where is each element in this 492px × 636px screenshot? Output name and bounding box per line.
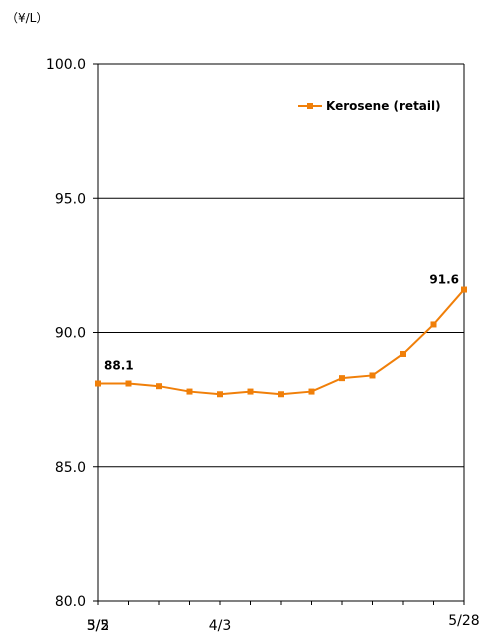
y-tick-label: 80.0 (55, 594, 86, 610)
y-tick-label: 90.0 (55, 326, 86, 342)
data-point (430, 321, 437, 328)
series-line-0 (98, 288, 465, 396)
x-tick-labels: 3/5 4/3 5/2 5/28 (87, 613, 480, 634)
x-tick-label: 3/5 (87, 618, 110, 632)
data-point (308, 388, 315, 395)
data-point (339, 375, 345, 382)
y-tick-labels: 80.0 85.0 90.0 95.0 100.0 (46, 57, 86, 610)
data-point (461, 286, 467, 293)
legend: Kerosene (retail) (298, 99, 441, 113)
x-tick-label: 4/3 (209, 618, 232, 632)
data-point (125, 380, 132, 387)
data-point (369, 372, 376, 379)
axes (93, 63, 465, 605)
data-point (95, 380, 101, 387)
data-labels: 88.1 91.6 (104, 273, 459, 373)
gridlines (98, 63, 465, 601)
legend-label: Kerosene (retail) (326, 99, 441, 113)
data-point (186, 388, 193, 395)
data-point (217, 391, 223, 398)
y-tick-label: 85.0 (55, 460, 86, 476)
x-tick-label: 5/2 (87, 618, 110, 632)
y-tick-label: 95.0 (55, 191, 86, 207)
data-point (156, 383, 162, 390)
y-tick-label: 100.0 (46, 57, 86, 73)
series-layer (95, 286, 467, 398)
y-unit-label: （¥/L） (6, 11, 48, 25)
legend-marker (307, 103, 313, 109)
data-point (247, 388, 254, 395)
data-label: 91.6 (429, 273, 459, 287)
data-label: 88.1 (104, 359, 134, 373)
data-point (400, 350, 406, 357)
data-point (278, 391, 284, 398)
x-tick-label: 5/28 (448, 613, 479, 629)
